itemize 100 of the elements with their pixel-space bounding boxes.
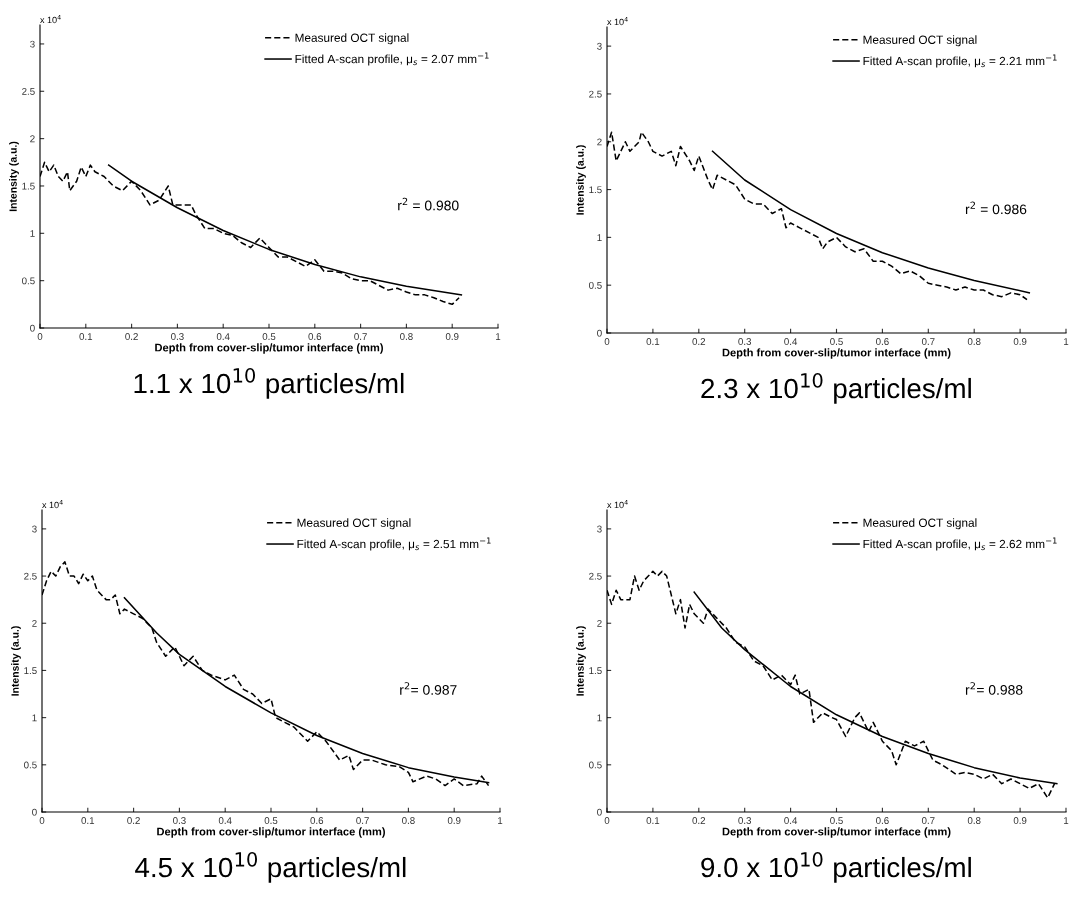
y-tick-label: 0.5	[22, 277, 35, 285]
x-axis-title: Depth from cover-slip/tumor interface (mm)	[155, 343, 383, 354]
x-tick-label: 0.5	[830, 338, 843, 345]
x-tick-label: 0.5	[264, 817, 278, 824]
x-tick-label: 0	[39, 817, 45, 824]
x-tick-label: 0.6	[876, 817, 889, 824]
x-tick-label: 0.5	[262, 333, 276, 340]
text: x 10$^{4}$	[40, 15, 61, 24]
text: 2.3 x 10$^{10}$ particles/ml	[701, 373, 971, 404]
x-tick-label: 0.6	[876, 338, 889, 345]
x-tick-label: 0.8	[967, 817, 981, 824]
annotation: r$^{2}$ = 0.980	[398, 197, 459, 211]
x-tick-label: 0.5	[830, 817, 843, 824]
legend-label: Measured OCT signal	[863, 35, 977, 47]
y-tick-label: 0.5	[589, 281, 602, 289]
x-tick-label: 0.7	[354, 333, 367, 340]
y-tick-label: 2.5	[24, 572, 37, 580]
y-tick-label: 2.5	[589, 572, 602, 580]
x-tick-label: 0.3	[738, 817, 752, 824]
x-tick-label: 0.2	[125, 333, 138, 340]
x-tick-label: 0.3	[173, 817, 186, 824]
y-tick-label: 2.5	[22, 88, 35, 95]
x-axis-title: Depth from cover-slip/tumor interface (mm)	[722, 827, 951, 838]
x-tick-label: 0	[604, 338, 610, 345]
x-tick-label: 0.1	[646, 817, 660, 824]
y-tick-label: 1	[597, 714, 602, 722]
y-tick-label: 0	[597, 808, 602, 816]
y-tick-label: 1.5	[589, 667, 602, 675]
x-tick-label: 0.9	[445, 333, 459, 340]
x-tick-label: 1	[1064, 817, 1069, 824]
y-tick-label: 3	[30, 40, 35, 48]
x-tick-label: 0.4	[218, 817, 232, 824]
text: x 10$^{4}$	[607, 17, 628, 26]
text: x 10$^{4}$	[42, 500, 63, 509]
x-tick-label: 0.3	[171, 333, 184, 340]
x-tick-label: 1	[498, 817, 503, 824]
x-tick-label: 0.2	[127, 817, 140, 824]
x-tick-label: 0.8	[400, 333, 413, 340]
y-tick-label: 1	[32, 714, 37, 722]
x-tick-label: 0.1	[646, 338, 660, 345]
x-tick-label: 0.7	[921, 338, 935, 345]
x-tick-label: 0.8	[967, 338, 981, 345]
text: 1.1 x 10$^{10}$ particles/ml	[134, 368, 404, 399]
text: 9.0 x 10$^{10}$ particles/ml	[701, 852, 971, 883]
legend-label: Fitted A-scan profile, μ$_{s}$ = 2.21 mm$^{−1}$	[863, 54, 1057, 68]
y-tick-label: 1	[30, 230, 35, 237]
y-tick-label: 0.5	[24, 761, 37, 769]
x-tick-label: 0.8	[402, 817, 415, 824]
x-tick-label: 0.7	[356, 817, 369, 824]
text: x 10$^{4}$	[607, 500, 628, 509]
y-tick-label: 0.5	[589, 761, 602, 769]
x-tick-label: 0.7	[921, 817, 935, 824]
annotation: r$^{2}$ = 0.986	[965, 201, 1027, 215]
x-tick-label: 0.2	[692, 817, 706, 824]
y-tick-label: 2	[32, 619, 37, 627]
y-tick-label: 3	[32, 525, 37, 533]
x-tick-label: 0.6	[308, 333, 322, 340]
x-tick-label: 0.1	[79, 333, 93, 340]
y-tick-label: 2	[30, 135, 35, 143]
y-tick-label: 0	[30, 324, 35, 332]
y-tick-label: 3	[597, 42, 602, 50]
x-tick-label: 0	[37, 333, 43, 340]
x-tick-label: 0.2	[692, 338, 706, 345]
x-tick-label: 0.1	[81, 817, 95, 824]
x-tick-label: 0.6	[310, 817, 324, 824]
y-tick-label: 1	[597, 234, 602, 241]
y-tick-label: 2.5	[589, 90, 602, 98]
x-tick-label: 0	[604, 817, 610, 824]
x-tick-label: 0.9	[1013, 338, 1027, 345]
y-axis-title: Intensity (a.u.)	[11, 626, 21, 696]
x-tick-label: 0.3	[738, 338, 752, 345]
x-tick-label: 0.4	[784, 338, 798, 345]
legend-label: Fitted A-scan profile, μ$_{s}$ = 2.62 mm$^{−1}$	[863, 537, 1057, 551]
x-tick-label: 0.4	[216, 333, 230, 340]
x-tick-label: 1	[496, 333, 501, 340]
text: 4.5 x 10$^{10}$ particles/ml	[135, 852, 406, 883]
annotation: r$^{2}$= 0.987	[400, 682, 457, 695]
x-tick-label: 0.4	[784, 817, 798, 824]
y-tick-label: 1.5	[589, 186, 602, 194]
legend-label: Measured OCT signal	[863, 518, 977, 530]
y-tick-label: 3	[597, 525, 602, 533]
x-axis-title: Depth from cover-slip/tumor interface (mm)	[157, 827, 385, 838]
x-tick-label: 0.9	[1013, 817, 1027, 824]
legend-label: Fitted A-scan profile, μ$_{s}$ = 2.51 mm$^{−1}$	[297, 537, 491, 551]
legend-label: Fitted A-scan profile, μ$_{s}$ = 2.07 mm$^{−1}$	[295, 52, 489, 66]
y-tick-label: 2	[597, 619, 602, 627]
x-tick-label: 0.9	[447, 817, 461, 824]
y-axis-title: Intensity (a.u.)	[576, 626, 586, 696]
x-tick-label: 1	[1064, 338, 1069, 345]
x-axis-title: Depth from cover-slip/tumor interface (mm)	[722, 348, 951, 359]
legend-label: Measured OCT signal	[295, 33, 409, 45]
y-axis-title: Intensity (a.u.)	[576, 145, 586, 215]
annotation: r$^{2}$= 0.988	[965, 682, 1023, 695]
line-series	[711, 150, 1031, 294]
y-axis-title: Intensity (a.u.)	[9, 141, 19, 212]
y-tick-label: 1.5	[22, 182, 35, 190]
legend-label: Measured OCT signal	[297, 518, 411, 530]
y-tick-label: 0	[32, 808, 37, 816]
y-tick-label: 1.5	[24, 667, 37, 675]
y-tick-label: 2	[597, 138, 602, 146]
